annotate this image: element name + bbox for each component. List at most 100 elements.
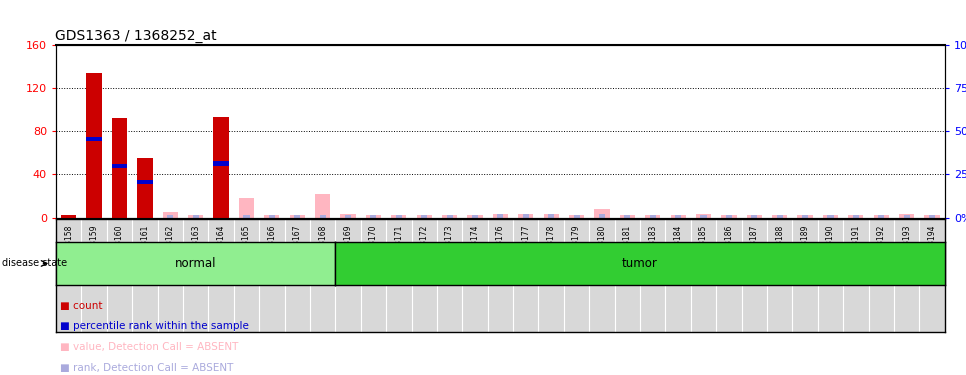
- Text: GSM33177: GSM33177: [522, 225, 530, 267]
- Text: GSM33183: GSM33183: [648, 225, 657, 266]
- Bar: [828, 215, 834, 217]
- Text: GSM33169: GSM33169: [344, 225, 353, 267]
- Bar: [188, 215, 203, 217]
- Text: ■ percentile rank within the sample: ■ percentile rank within the sample: [60, 321, 249, 331]
- Bar: [752, 215, 757, 217]
- Bar: [396, 215, 402, 217]
- Bar: [548, 214, 554, 217]
- Bar: [391, 215, 407, 217]
- Bar: [725, 215, 732, 217]
- Bar: [61, 215, 76, 217]
- Text: GSM33179: GSM33179: [572, 225, 582, 267]
- Bar: [574, 215, 580, 217]
- Text: GSM33184: GSM33184: [673, 225, 683, 266]
- Bar: [696, 214, 711, 217]
- Text: GSM33164: GSM33164: [216, 225, 226, 267]
- Bar: [213, 117, 229, 218]
- Text: GDS1363 / 1368252_at: GDS1363 / 1368252_at: [55, 28, 216, 43]
- Text: ■ count: ■ count: [60, 301, 102, 310]
- Text: GSM33181: GSM33181: [623, 225, 632, 266]
- Bar: [747, 215, 762, 217]
- Bar: [823, 215, 838, 217]
- Bar: [853, 215, 859, 217]
- Bar: [87, 73, 101, 217]
- Bar: [416, 215, 432, 217]
- Bar: [523, 214, 528, 217]
- Text: GSM33174: GSM33174: [470, 225, 479, 267]
- Bar: [772, 215, 787, 217]
- Text: GSM33186: GSM33186: [724, 225, 733, 266]
- Bar: [599, 214, 605, 217]
- Text: GSM33187: GSM33187: [750, 225, 759, 266]
- Text: GSM33166: GSM33166: [268, 225, 276, 267]
- Bar: [497, 214, 503, 217]
- Text: GSM33180: GSM33180: [597, 225, 607, 266]
- Text: GSM33158: GSM33158: [64, 225, 73, 266]
- Bar: [137, 158, 153, 218]
- Text: GSM33172: GSM33172: [419, 225, 429, 266]
- Bar: [544, 214, 558, 217]
- Bar: [493, 214, 508, 217]
- Bar: [442, 215, 457, 217]
- Bar: [137, 180, 153, 184]
- Text: GSM33190: GSM33190: [826, 225, 835, 267]
- Bar: [620, 215, 635, 217]
- Bar: [269, 215, 275, 217]
- Bar: [878, 215, 884, 217]
- Text: GSM33170: GSM33170: [369, 225, 378, 267]
- Text: GSM33185: GSM33185: [699, 225, 708, 266]
- Text: GSM33159: GSM33159: [90, 225, 99, 267]
- Text: GSM33171: GSM33171: [394, 225, 404, 266]
- Bar: [675, 215, 681, 217]
- Text: GSM33163: GSM33163: [191, 225, 200, 267]
- Bar: [345, 215, 351, 217]
- Bar: [848, 215, 864, 217]
- Bar: [340, 214, 355, 217]
- Bar: [518, 214, 533, 217]
- Bar: [213, 161, 229, 166]
- Bar: [421, 215, 427, 217]
- Bar: [903, 215, 910, 217]
- Bar: [295, 215, 300, 217]
- Bar: [243, 215, 249, 217]
- Text: normal: normal: [175, 257, 216, 270]
- Text: GSM33192: GSM33192: [877, 225, 886, 266]
- Text: tumor: tumor: [622, 257, 658, 270]
- Text: ■ rank, Detection Call = ABSENT: ■ rank, Detection Call = ABSENT: [60, 363, 233, 372]
- Bar: [315, 194, 330, 217]
- Text: GSM33178: GSM33178: [547, 225, 555, 266]
- Bar: [61, 215, 76, 217]
- Text: GSM33161: GSM33161: [140, 225, 150, 266]
- Text: GSM33168: GSM33168: [318, 225, 327, 266]
- Bar: [290, 215, 305, 217]
- Bar: [924, 215, 940, 217]
- Text: GSM33189: GSM33189: [801, 225, 810, 266]
- Bar: [446, 215, 453, 217]
- Bar: [624, 215, 631, 217]
- Bar: [472, 215, 478, 217]
- Text: GSM33162: GSM33162: [166, 225, 175, 266]
- Text: GSM33167: GSM33167: [293, 225, 301, 267]
- Text: GSM33191: GSM33191: [851, 225, 861, 266]
- Bar: [87, 136, 101, 141]
- Text: GSM33176: GSM33176: [496, 225, 505, 267]
- Text: ■ value, Detection Call = ABSENT: ■ value, Detection Call = ABSENT: [60, 342, 239, 352]
- Bar: [167, 215, 173, 217]
- Bar: [594, 209, 610, 218]
- Bar: [899, 214, 914, 217]
- Bar: [162, 212, 178, 217]
- Bar: [366, 215, 381, 217]
- Text: GSM33165: GSM33165: [242, 225, 251, 267]
- Bar: [670, 215, 686, 217]
- Text: GSM33194: GSM33194: [927, 225, 937, 267]
- Bar: [929, 215, 935, 217]
- Bar: [370, 215, 377, 217]
- Bar: [569, 215, 584, 217]
- Text: GSM33173: GSM33173: [445, 225, 454, 267]
- Text: GSM33160: GSM33160: [115, 225, 124, 267]
- Bar: [192, 215, 199, 217]
- Bar: [112, 118, 128, 218]
- Bar: [798, 215, 812, 217]
- Bar: [320, 215, 326, 217]
- Bar: [112, 164, 128, 168]
